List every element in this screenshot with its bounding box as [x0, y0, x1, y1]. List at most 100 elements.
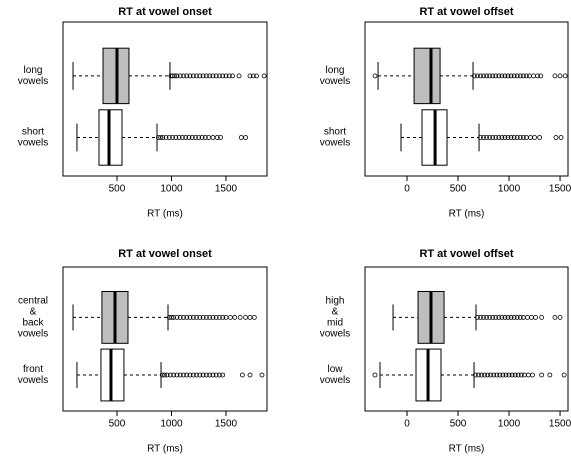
outlier [490, 314, 496, 320]
x-tick-label: 1000 [160, 419, 183, 430]
x-tick-label: 0 [404, 419, 410, 430]
outlier [557, 73, 563, 79]
chart-title: RT at vowel onset [118, 6, 212, 18]
outlier [509, 372, 515, 378]
outlier [220, 372, 226, 378]
x-tick-label: 1500 [215, 184, 238, 195]
outlier [520, 135, 526, 140]
outlier [500, 372, 506, 378]
category-label: vowels [320, 375, 351, 386]
outlier [487, 314, 493, 320]
outlier [478, 314, 483, 320]
outlier [481, 135, 486, 140]
outlier [530, 372, 535, 378]
outlier [213, 73, 219, 79]
outlier [528, 135, 533, 140]
outlier [220, 314, 226, 320]
outlier [203, 314, 209, 320]
outlier [159, 372, 165, 378]
category-label: mid [327, 318, 343, 329]
outlier [496, 135, 502, 140]
plot-frame [364, 266, 569, 412]
outlier [223, 73, 229, 79]
outlier [210, 73, 216, 79]
category-label: & [332, 307, 339, 318]
outlier [189, 135, 195, 140]
outlier [160, 135, 166, 140]
x-tick-label: 1500 [215, 419, 238, 430]
outlier [484, 73, 489, 79]
outlier [213, 372, 219, 378]
category-label: front [23, 364, 43, 375]
x-tick-label: 1000 [498, 184, 521, 195]
outlier [531, 73, 536, 79]
category-label: central [18, 296, 48, 307]
outlier [254, 73, 259, 79]
category-label: vowels [18, 138, 49, 149]
outlier [218, 135, 223, 140]
outlier [514, 314, 520, 320]
outlier [517, 135, 523, 140]
x-tick-label: 500 [109, 419, 126, 430]
outlier [511, 314, 517, 320]
outlier [186, 135, 192, 140]
outlier [164, 372, 170, 378]
x-tick-label: 500 [109, 184, 126, 195]
outlier [200, 314, 206, 320]
outlier [552, 73, 558, 79]
outlier [538, 73, 544, 79]
outlier [207, 73, 213, 79]
outlier [187, 372, 193, 378]
outlier [202, 135, 208, 140]
outlier [194, 314, 199, 320]
outlier [181, 73, 186, 79]
outlier [508, 73, 514, 79]
outlier [210, 314, 216, 320]
outlier [172, 73, 178, 79]
outlier [163, 135, 169, 140]
outlier [552, 314, 558, 320]
outlier [227, 314, 233, 320]
outlier [481, 314, 486, 320]
outlier [497, 372, 503, 378]
outlier [490, 135, 496, 140]
outlier [508, 314, 514, 320]
x-tick-label: 0 [404, 184, 410, 195]
outlier [196, 135, 202, 140]
outlier [193, 135, 198, 140]
outlier [526, 372, 531, 378]
outlier [167, 372, 173, 378]
outlier [173, 135, 179, 140]
outlier [259, 372, 265, 378]
outlier [232, 314, 238, 320]
outlier [243, 135, 249, 140]
outlier [490, 73, 496, 79]
x-axis-label: RT (ms) [147, 444, 183, 455]
category-label: short [324, 127, 346, 138]
x-tick-label: 500 [450, 184, 467, 195]
outlier [166, 135, 172, 140]
outlier [502, 73, 508, 79]
outlier [207, 372, 213, 378]
outlier [494, 372, 500, 378]
outlier [511, 135, 517, 140]
outlier [512, 372, 518, 378]
chart-title: RT at vowel offset [419, 6, 513, 18]
outlier [171, 314, 177, 320]
outlier [562, 73, 568, 79]
outlier [503, 372, 509, 378]
outlier [200, 73, 206, 79]
outlier [553, 135, 559, 140]
outlier [499, 135, 505, 140]
category-label: vowels [18, 76, 49, 87]
outlier [372, 73, 378, 79]
outlier [475, 73, 480, 79]
outlier [177, 73, 183, 79]
outlier [181, 314, 186, 320]
outlier [472, 372, 478, 378]
outlier [529, 314, 534, 320]
category-label: vowels [320, 138, 351, 149]
outlier [515, 372, 521, 378]
outlier [203, 372, 209, 378]
outlier [217, 372, 222, 378]
